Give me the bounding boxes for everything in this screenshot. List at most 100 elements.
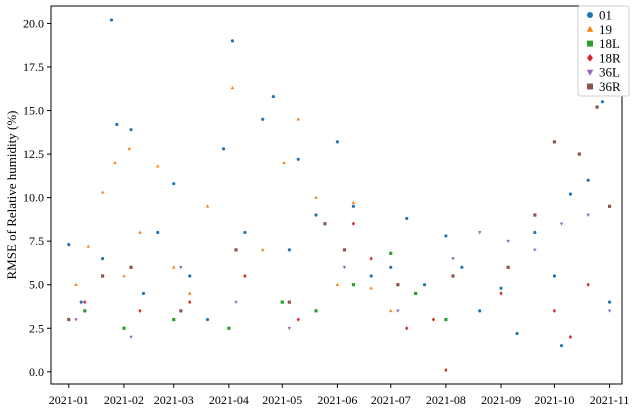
point-01-4 xyxy=(115,122,119,127)
point-36R-8 xyxy=(396,283,400,287)
legend-label-18R: 18R xyxy=(599,50,621,65)
legend-marker-36R xyxy=(587,83,593,90)
x-tick-label: 2021-01 xyxy=(49,393,89,407)
point-18L-4 xyxy=(280,300,284,304)
point-18L-8 xyxy=(414,291,418,296)
point-19-9 xyxy=(187,291,192,295)
point-36L-2 xyxy=(179,266,183,270)
x-tick-label: 2021-10 xyxy=(534,393,574,407)
legend-label-18L: 18L xyxy=(599,36,620,51)
point-18R-0 xyxy=(83,300,87,305)
point-01-23 xyxy=(405,216,409,221)
point-19-4 xyxy=(122,274,126,278)
point-01-27 xyxy=(478,309,482,313)
point-01-15 xyxy=(271,94,275,99)
y-tick-label: 2.5 xyxy=(29,321,44,335)
legend-marker-36L xyxy=(586,69,594,76)
point-19-0 xyxy=(74,282,78,286)
point-19-20 xyxy=(388,308,393,313)
point-18R-7 xyxy=(405,326,409,331)
x-tick-label: 2021-03 xyxy=(154,393,194,407)
x-tick-label: 2021-06 xyxy=(317,393,357,407)
point-01-7 xyxy=(156,230,160,235)
point-18R-11 xyxy=(552,308,557,313)
point-01-8 xyxy=(172,182,176,186)
legend-marker-18L xyxy=(587,40,593,47)
point-36R-13 xyxy=(577,152,581,156)
point-19-5 xyxy=(127,146,132,151)
point-01-30 xyxy=(533,230,537,235)
point-01-9 xyxy=(188,274,192,278)
point-01-28 xyxy=(499,286,503,290)
point-36L-11 xyxy=(559,222,564,226)
point-01-11 xyxy=(221,147,226,151)
point-18R-5 xyxy=(351,221,355,226)
y-tick-label: 12.5 xyxy=(23,147,44,161)
point-36L-4 xyxy=(287,326,292,331)
data-points xyxy=(67,18,612,373)
point-18R-1 xyxy=(138,308,142,313)
point-18R-9 xyxy=(444,367,448,373)
point-01-14 xyxy=(261,117,265,121)
point-18L-1 xyxy=(122,326,126,330)
point-36L-1 xyxy=(129,335,133,339)
point-36R-10 xyxy=(506,265,510,269)
point-01-29 xyxy=(515,331,519,336)
point-36L-7 xyxy=(451,257,455,261)
point-36R-1 xyxy=(100,274,105,278)
y-tick-label: 7.5 xyxy=(29,234,44,248)
point-01-24 xyxy=(422,283,427,287)
point-01-0 xyxy=(67,243,71,247)
legend-label-36R: 36R xyxy=(599,79,621,94)
point-36L-8 xyxy=(477,231,482,235)
point-01-25 xyxy=(444,234,448,238)
point-36R-14 xyxy=(595,105,599,109)
point-01-21 xyxy=(369,274,373,278)
point-36R-9 xyxy=(451,274,455,278)
point-36L-5 xyxy=(342,266,347,270)
point-18L-6 xyxy=(351,283,355,287)
x-tick-label: 2021-09 xyxy=(481,393,521,407)
point-01-10 xyxy=(205,317,210,322)
point-36L-12 xyxy=(586,213,590,217)
x-tick-label: 2021-11 xyxy=(590,393,630,407)
point-18R-6 xyxy=(369,256,373,261)
point-36R-5 xyxy=(287,300,291,304)
point-01-22 xyxy=(389,265,393,269)
point-36L-0 xyxy=(74,318,78,322)
point-18L-7 xyxy=(389,251,393,255)
point-36L-9 xyxy=(506,239,510,244)
point-18R-4 xyxy=(296,317,300,322)
point-36R-3 xyxy=(179,309,183,313)
series-36L xyxy=(74,213,612,339)
point-36L-6 xyxy=(396,309,400,313)
point-18L-0 xyxy=(83,309,87,313)
point-19-1 xyxy=(86,244,91,248)
point-01-20 xyxy=(351,204,355,208)
y-tick-label: 15.0 xyxy=(23,104,44,118)
point-36R-4 xyxy=(234,248,238,252)
y-axis-label: RMSE of Relative humidity (%) xyxy=(4,111,19,280)
point-18L-2 xyxy=(172,317,176,322)
x-tick-label: 2021-07 xyxy=(371,393,411,407)
point-19-11 xyxy=(230,85,235,90)
axis-ticks: 0.0 2.5 5.0 7.5 10.0 12.5 15.0 17.5 20.0 2021-01 2… xyxy=(23,16,629,407)
point-18R-10 xyxy=(499,291,503,296)
point-01-32 xyxy=(559,344,564,348)
point-36R-6 xyxy=(323,222,327,226)
point-19-16 xyxy=(314,195,318,199)
point-01-17 xyxy=(296,157,300,161)
point-01-16 xyxy=(287,248,291,252)
point-01-18 xyxy=(314,213,318,217)
point-19-19 xyxy=(369,286,373,290)
point-19-6 xyxy=(138,230,142,234)
point-01-13 xyxy=(243,230,247,235)
point-36L-13 xyxy=(607,309,612,313)
y-tick-label: 20.0 xyxy=(23,16,44,30)
series-18L xyxy=(83,251,448,330)
point-19-3 xyxy=(113,160,117,165)
point-18R-3 xyxy=(243,273,247,279)
y-tick-label: 5.0 xyxy=(29,278,44,292)
